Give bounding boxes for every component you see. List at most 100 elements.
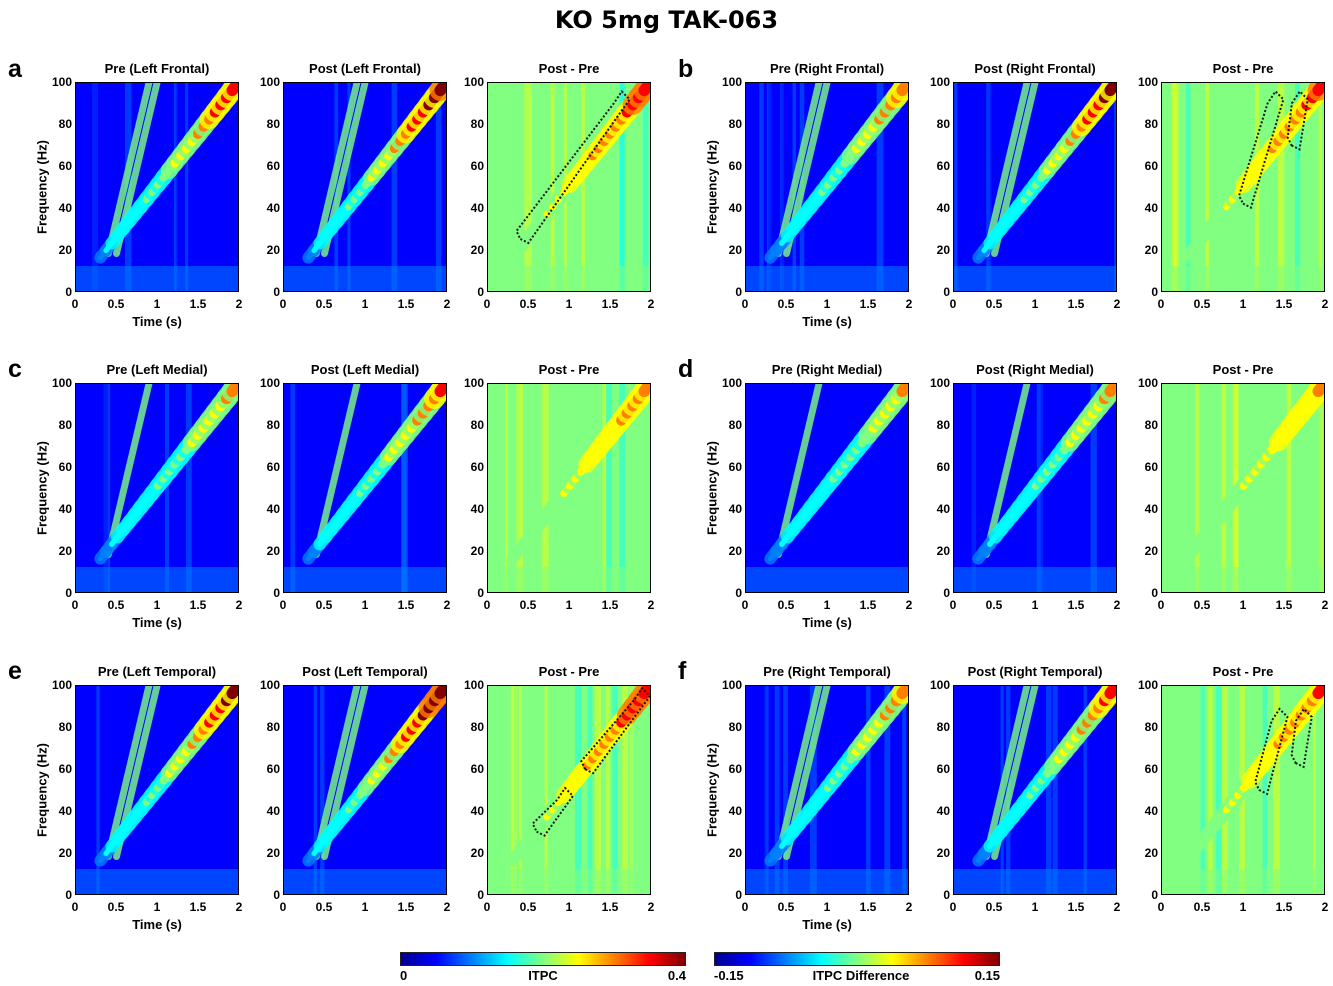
- heatmap-svg: [746, 83, 908, 291]
- y-tick-label: 100: [463, 376, 484, 390]
- y-tick-label: 80: [266, 117, 280, 131]
- x-tick-label: 0: [949, 900, 957, 914]
- y-tick-label: 0: [65, 586, 72, 600]
- noise-stripe: [759, 83, 764, 291]
- x-tick-label: 1: [565, 297, 573, 311]
- x-tick-label: 0.5: [1193, 900, 1211, 914]
- noise-stripe: [1277, 83, 1285, 291]
- y-tick-label: 0: [273, 586, 280, 600]
- noise-stripe: [336, 384, 341, 592]
- noise-stripe: [298, 686, 303, 894]
- y-tick-label: 0: [1151, 888, 1158, 902]
- noise-stripe: [549, 384, 556, 592]
- low-frequency-band: [284, 869, 446, 894]
- noise-stripe: [510, 83, 516, 291]
- x-tick-label: 0.5: [519, 900, 537, 914]
- noise-stripe: [1204, 83, 1210, 291]
- heatmap-area: [745, 383, 909, 593]
- y-tick-label: 100: [259, 678, 280, 692]
- low-frequency-band: [1162, 567, 1324, 592]
- noise-stripe: [774, 686, 780, 894]
- x-axis-label: Time (s): [132, 314, 182, 329]
- noise-stripe: [753, 686, 758, 894]
- x-tick-label: 1.5: [859, 900, 877, 914]
- y-tick-label: 60: [936, 159, 950, 173]
- harmonic-line: [312, 384, 361, 559]
- y-tick-label: 20: [1144, 846, 1158, 860]
- noise-stripe: [79, 384, 84, 592]
- noise-stripe: [1262, 686, 1267, 894]
- noise-stripe: [596, 384, 601, 592]
- noise-stripe: [412, 384, 417, 592]
- y-tick-label: 40: [1144, 201, 1158, 215]
- harmonic-line: [104, 384, 153, 559]
- noise-stripe: [497, 384, 503, 592]
- noise-stripe: [876, 83, 884, 291]
- noise-stripe: [580, 83, 585, 291]
- noise-stripe: [627, 686, 634, 894]
- heatmap-svg: [1162, 83, 1324, 291]
- heatmap-svg: [284, 384, 446, 592]
- noise-stripe: [1060, 384, 1068, 592]
- heatmap-area: [1161, 383, 1325, 593]
- y-tick-label: 40: [936, 502, 950, 516]
- x-tick-label: 2: [443, 297, 451, 311]
- noise-stripe: [551, 384, 559, 592]
- noise-stripe: [1172, 83, 1179, 291]
- plot-title: Pre (Left Frontal): [104, 61, 210, 76]
- y-tick-label: 60: [266, 159, 280, 173]
- plot-title: Pre (Right Frontal): [769, 61, 885, 76]
- y-tick-label: 80: [936, 418, 950, 432]
- x-tick-label: 0: [483, 598, 491, 612]
- noise-stripe: [1046, 686, 1052, 894]
- noise-stripe: [962, 83, 967, 291]
- y-tick-label: 40: [728, 201, 742, 215]
- noise-stripe: [1015, 384, 1020, 592]
- noise-stripe: [401, 384, 408, 592]
- significance-cluster-outline: [580, 686, 650, 775]
- noise-stripe: [775, 384, 783, 592]
- x-tick-label: 0: [483, 900, 491, 914]
- noise-stripe: [391, 83, 398, 291]
- y-tick-label: 60: [470, 460, 484, 474]
- noise-stripe: [1273, 686, 1280, 894]
- y-tick-label: 80: [728, 720, 742, 734]
- heatmap-panel-c-1: Pre (Left Medial) 0 20 40 60 80 100 0 0.5 1 1.5 2 Ti…: [35, 362, 243, 630]
- noise-stripe: [310, 384, 316, 592]
- x-tick-label: 1.5: [1067, 598, 1085, 612]
- y-tick-label: 60: [1144, 460, 1158, 474]
- x-tick-label: 1.5: [397, 900, 415, 914]
- colorbar-title: ITPC Difference: [812, 968, 910, 983]
- x-tick-label: 1.5: [859, 297, 877, 311]
- y-tick-label: 100: [463, 678, 484, 692]
- y-tick-label: 80: [728, 117, 742, 131]
- x-tick-label: 1.5: [189, 598, 207, 612]
- noise-stripe: [903, 83, 908, 291]
- x-tick-label: 1: [1031, 297, 1039, 311]
- noise-stripe: [620, 83, 625, 291]
- noise-stripe: [1207, 686, 1213, 894]
- noise-stripe: [968, 384, 976, 592]
- y-tick-label: 0: [735, 285, 742, 299]
- heatmap-svg: [76, 83, 238, 291]
- y-tick-label: 20: [266, 544, 280, 558]
- sweep-segment: [1312, 384, 1324, 398]
- noise-stripe: [423, 83, 428, 291]
- noise-stripe: [444, 686, 446, 894]
- heatmap-svg: [954, 686, 1116, 894]
- noise-stripe: [1164, 686, 1169, 894]
- noise-stripe: [132, 686, 140, 894]
- noise-stripe: [766, 384, 773, 592]
- y-tick-label: 60: [728, 460, 742, 474]
- noise-stripe: [762, 686, 766, 894]
- heatmap-svg: [76, 384, 238, 592]
- x-tick-label: 2: [1113, 900, 1121, 914]
- x-tick-label: 1.5: [397, 297, 415, 311]
- harmonic-line: [982, 384, 1031, 559]
- y-tick-label: 80: [936, 117, 950, 131]
- low-frequency-band: [954, 266, 1116, 291]
- noise-stripe: [419, 384, 426, 592]
- heatmap-area: [487, 383, 651, 593]
- x-tick-label: 0.5: [519, 297, 537, 311]
- sweep-segment: [896, 384, 908, 398]
